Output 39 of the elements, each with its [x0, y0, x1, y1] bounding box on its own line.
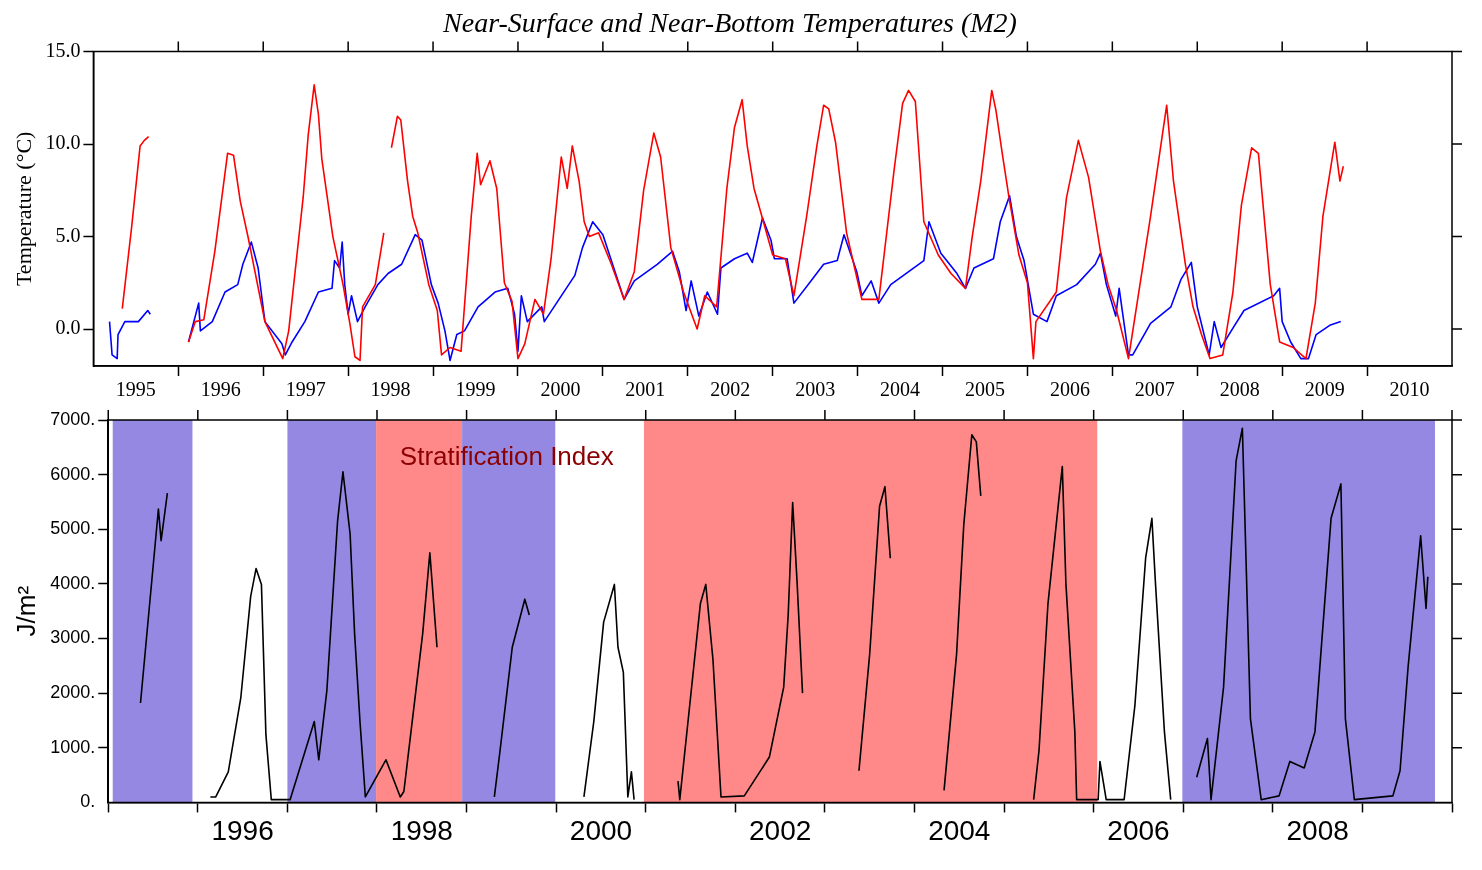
- x-tick-label: 1996: [211, 814, 274, 846]
- y-tick-label: 0.0: [55, 316, 81, 339]
- y-tick-label: 4000.: [50, 572, 96, 593]
- chart-title: Near-Surface and Near-Bottom Temperatures (M2): [442, 7, 1017, 39]
- y-tick-label: 6000.: [50, 463, 96, 484]
- x-tick-label: 2009: [1304, 378, 1345, 401]
- x-tick-label: 1998: [390, 814, 453, 846]
- x-tick-label: 2004: [928, 814, 991, 846]
- x-tick-label: 1999: [455, 378, 496, 401]
- x-tick-label: 2010: [1389, 378, 1430, 401]
- x-tick-label: 2004: [880, 378, 921, 401]
- x-tick-label: 1996: [200, 378, 241, 401]
- x-tick-label: 1998: [370, 378, 411, 401]
- y-tick-label: 7000.: [50, 408, 96, 429]
- x-tick-label: 2008: [1219, 378, 1260, 401]
- y-tick-label: 5.0: [55, 223, 81, 246]
- x-tick-label: 2008: [1286, 814, 1349, 846]
- x-tick-label: 2001: [625, 378, 666, 401]
- x-tick-label: 2003: [795, 378, 836, 401]
- x-tick-label: 2002: [748, 814, 812, 846]
- x-tick-label: 2006: [1107, 814, 1170, 846]
- x-tick-label: 2002: [710, 378, 751, 401]
- x-tick-label: 2005: [964, 378, 1005, 401]
- y-axis-title: Temperature (°C): [10, 131, 36, 287]
- x-tick-label: 2000: [569, 814, 633, 846]
- y-tick-label: 5000.: [50, 518, 96, 539]
- annotation: Stratification Index: [399, 441, 614, 472]
- y-tick-label: 15.0: [45, 38, 81, 61]
- y-axis-title: J/m²: [10, 585, 41, 637]
- x-tick-label: 2000: [540, 378, 581, 401]
- x-tick-label: 2007: [1134, 378, 1175, 401]
- x-tick-label: 2006: [1049, 378, 1090, 401]
- x-tick-label: 1995: [115, 378, 156, 401]
- y-tick-label: 2000.: [50, 682, 96, 703]
- y-tick-label: 0.: [80, 791, 96, 812]
- x-tick-label: 1997: [285, 378, 326, 401]
- y-tick-label: 10.0: [45, 131, 81, 154]
- y-tick-label: 1000.: [50, 736, 96, 757]
- y-tick-label: 3000.: [50, 627, 96, 648]
